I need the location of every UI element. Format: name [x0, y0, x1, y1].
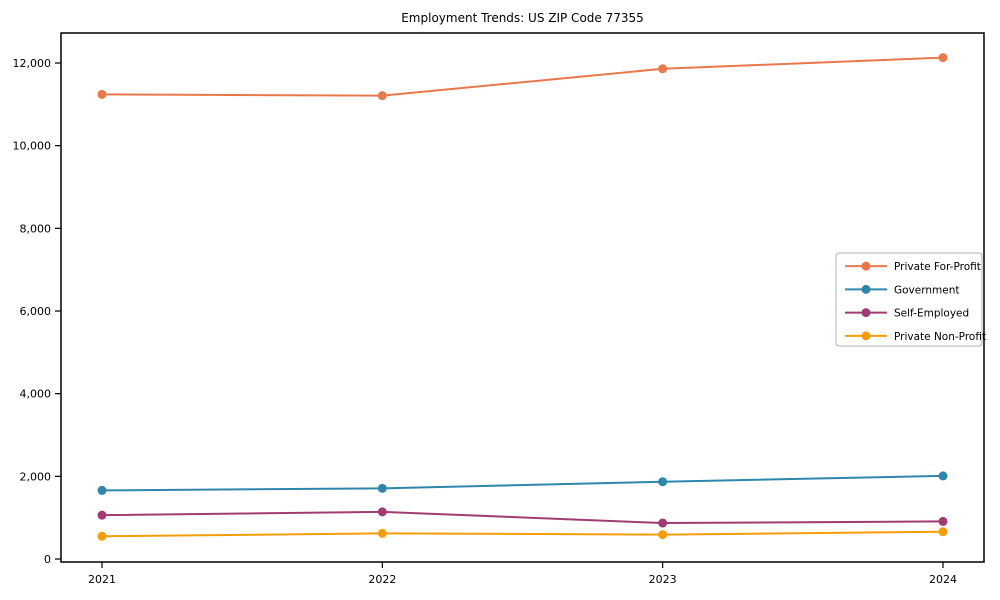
data-point-private-non-profit: [658, 530, 668, 540]
legend-box: [835, 252, 983, 347]
legend-label: Government: [894, 284, 959, 296]
legend-marker-icon: [861, 331, 871, 341]
series-line-private-for-profit: [101, 56, 944, 97]
legend-item-private-for-profit: Private For-Profit: [845, 261, 981, 273]
y-tick-label: 4,000: [20, 388, 52, 401]
x-tick-label: 2023: [649, 573, 677, 586]
x-tick-label: 2021: [88, 573, 116, 586]
y-tick-label: 6,000: [20, 305, 52, 318]
data-point-private-for-profit: [938, 53, 948, 63]
legend-item-government: Government: [845, 284, 959, 296]
y-tick-label: 8,000: [20, 222, 52, 235]
data-point-private-for-profit: [97, 89, 107, 99]
data-point-government: [377, 483, 387, 493]
data-point-self-employed: [97, 510, 107, 520]
legend-label: Self-Employed: [894, 308, 969, 320]
legend-marker-icon: [861, 284, 871, 294]
chart-title: Employment Trends: US ZIP Code 77355: [401, 11, 644, 25]
y-tick-label: 2,000: [20, 470, 52, 483]
legend-marker-icon: [861, 261, 871, 271]
series-line-government: [101, 474, 944, 492]
legend-label: Private Non-Profit: [894, 331, 986, 343]
series-line-private-non-profit: [101, 530, 944, 538]
data-point-self-employed: [658, 518, 668, 528]
data-point-private-non-profit: [97, 531, 107, 541]
plot-border: [60, 32, 985, 563]
data-point-private-non-profit: [938, 527, 948, 537]
data-point-private-for-profit: [658, 64, 668, 74]
data-point-private-for-profit: [377, 91, 387, 101]
legend-marker-icon: [861, 308, 871, 318]
series-line-self-employed: [101, 510, 944, 525]
data-point-self-employed: [938, 516, 948, 526]
x-tick-label: 2022: [368, 573, 396, 586]
x-tick-label: 2024: [929, 573, 957, 586]
y-tick-label: 12,000: [13, 57, 52, 70]
y-tick-label: 10,000: [13, 140, 52, 153]
data-point-government: [658, 477, 668, 487]
data-point-government: [938, 471, 948, 481]
data-point-self-employed: [377, 507, 387, 517]
data-point-government: [97, 485, 107, 495]
data-point-private-non-profit: [377, 528, 387, 538]
y-tick-label: 0: [44, 553, 51, 566]
legend-item-private-non-profit: Private Non-Profit: [845, 331, 986, 343]
legend-item-self-employed: Self-Employed: [845, 308, 969, 320]
legend-label: Private For-Profit: [894, 261, 981, 273]
